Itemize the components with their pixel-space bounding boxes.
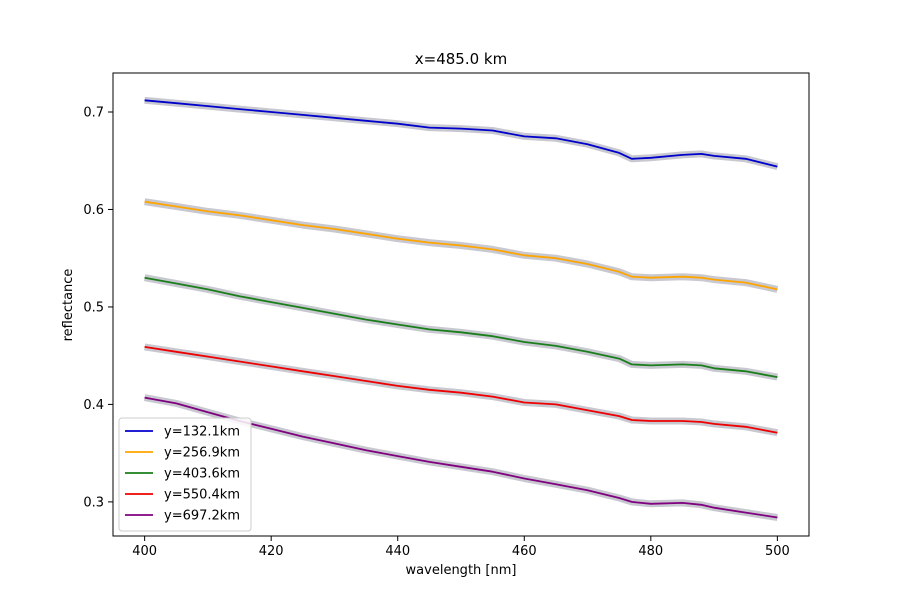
- y-axis-label: reflectance: [61, 269, 76, 342]
- y-tick-label: 0.5: [83, 300, 104, 315]
- y-tick-label: 0.3: [83, 495, 104, 510]
- legend: y=132.1km y=256.9km y=403.6km y=550.4km y=69…: [118, 417, 252, 532]
- x-axis-label: wavelength [nm]: [406, 563, 517, 578]
- x-tick-label: 400: [132, 544, 157, 559]
- chart-title: x=485.0 km: [415, 50, 507, 68]
- x-tick-label: 460: [512, 544, 537, 559]
- y-tick-label: 0.6: [83, 203, 104, 218]
- legend-label: y=256.9km: [164, 446, 240, 461]
- legend-box: [118, 417, 252, 532]
- x-tick-label: 500: [765, 544, 790, 559]
- y-tick-label: 0.4: [83, 398, 104, 413]
- series-line: [144, 346, 778, 434]
- series-line: [144, 99, 778, 168]
- x-tick-label: 420: [259, 544, 284, 559]
- series-line: [144, 276, 778, 378]
- series-line: [144, 200, 778, 291]
- plot-area: [143, 96, 779, 521]
- uncertainty-band: [144, 96, 779, 170]
- y-axis-ticks: 0.3 0.4 0.5 0.6 0.7: [83, 105, 113, 510]
- x-tick-label: 480: [638, 544, 663, 559]
- series-line: [144, 396, 778, 519]
- x-axis-ticks: 400 420 440 460 480 500: [132, 536, 790, 559]
- x-tick-label: 440: [385, 544, 410, 559]
- y-tick-label: 0.7: [83, 105, 104, 120]
- legend-label: y=550.4km: [164, 488, 240, 503]
- plot-frame: [112, 72, 810, 537]
- legend-label: y=403.6km: [164, 467, 240, 482]
- legend-label: y=697.2km: [164, 509, 240, 524]
- legend-label: y=132.1km: [164, 425, 240, 440]
